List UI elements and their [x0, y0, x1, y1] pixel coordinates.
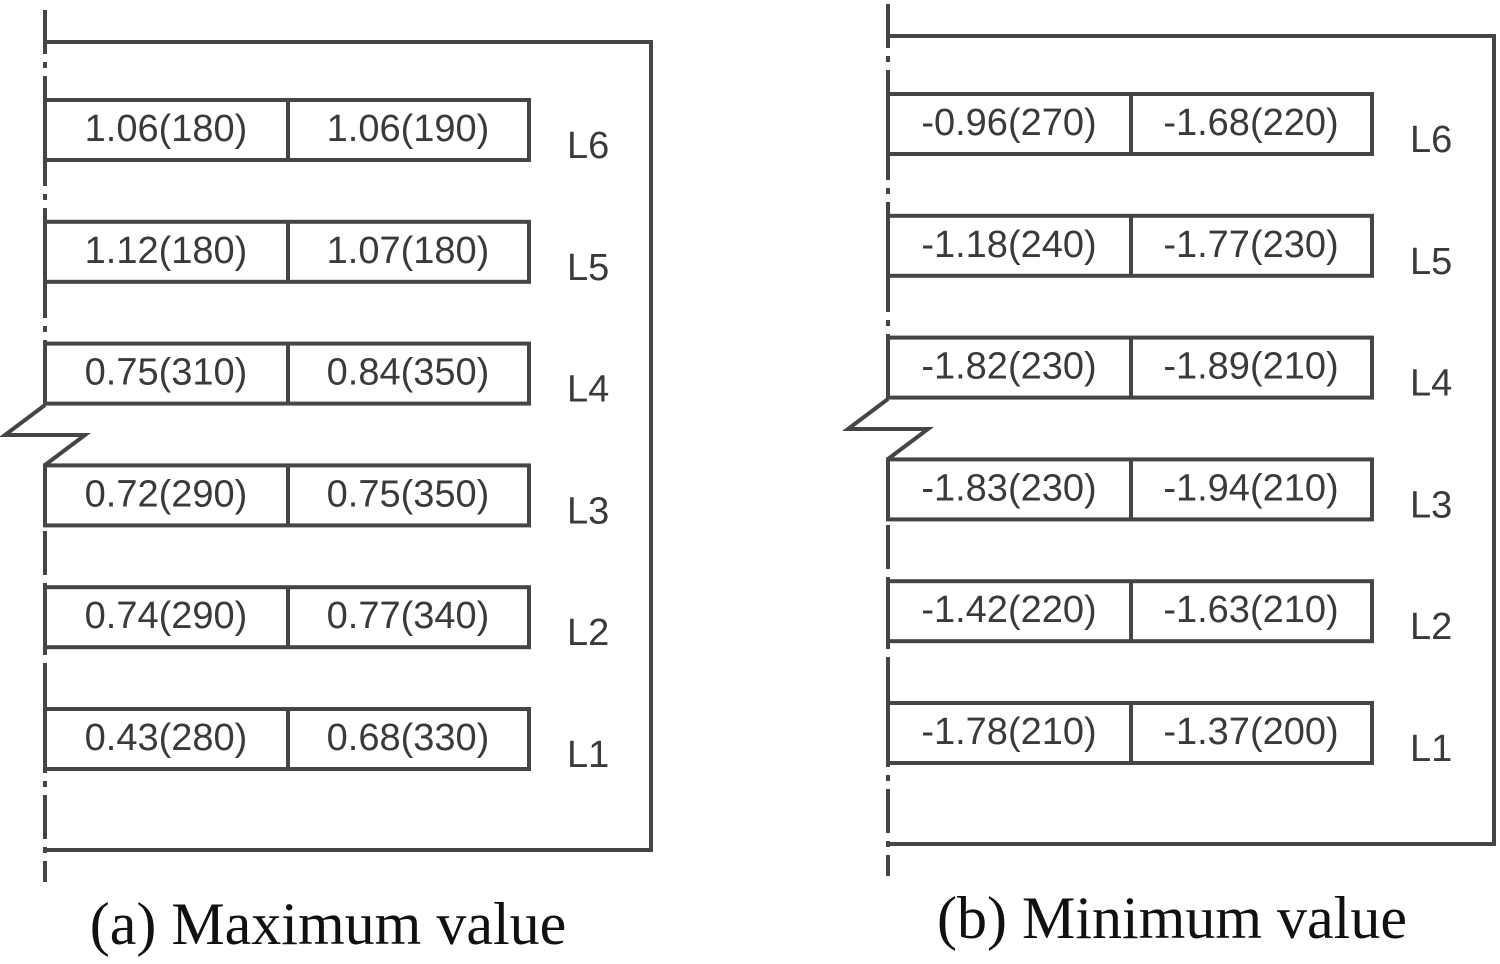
cell-value: 1.06(180)	[85, 108, 248, 150]
cell-value: 0.74(290)	[85, 595, 248, 637]
level-label: L5	[1410, 241, 1452, 283]
level-label: L1	[1410, 728, 1452, 770]
cell-value: -1.68(220)	[1163, 102, 1338, 144]
cell-value: -1.89(210)	[1163, 346, 1338, 388]
cell-value: 0.84(350)	[327, 352, 490, 394]
caption: (b) Minimum value	[937, 885, 1407, 951]
cell-value: 0.75(310)	[85, 352, 248, 394]
cell-value: 1.12(180)	[85, 230, 248, 272]
cell-value: -1.42(220)	[921, 589, 1096, 631]
cell-value: -1.18(240)	[921, 224, 1096, 266]
break-symbol	[0, 403, 91, 467]
cell-value: 0.72(290)	[85, 473, 248, 515]
cell-value: -1.37(200)	[1163, 711, 1338, 753]
level-label: L1	[567, 734, 609, 776]
level-label: L6	[1410, 119, 1452, 161]
level-label: L6	[567, 125, 609, 167]
cell-value: 0.43(280)	[85, 717, 248, 759]
cell-value: -0.96(270)	[921, 102, 1096, 144]
level-label: L3	[567, 490, 609, 532]
cell-value: -1.63(210)	[1163, 589, 1338, 631]
level-label: L3	[1410, 484, 1452, 526]
cell-value: 0.68(330)	[327, 717, 490, 759]
cell-value: 0.77(340)	[327, 595, 490, 637]
cell-value: -1.94(210)	[1163, 467, 1338, 509]
frame	[888, 34, 1496, 846]
cell-value: -1.82(230)	[921, 346, 1096, 388]
break-symbol	[842, 397, 934, 461]
cell-value: -1.77(230)	[1163, 224, 1338, 266]
level-label: L5	[567, 247, 609, 289]
cell-value: 1.06(190)	[327, 108, 490, 150]
cell-value: 1.07(180)	[327, 230, 490, 272]
cell-value: -1.78(210)	[921, 711, 1096, 753]
cell-value: 0.75(350)	[327, 473, 490, 515]
frame	[45, 40, 653, 852]
level-label: L2	[567, 612, 609, 654]
level-label: L4	[567, 369, 609, 411]
level-label: L2	[1410, 606, 1452, 648]
level-label: L4	[1410, 363, 1452, 405]
cell-value: -1.83(230)	[921, 467, 1096, 509]
caption: (a) Maximum value	[90, 891, 567, 957]
